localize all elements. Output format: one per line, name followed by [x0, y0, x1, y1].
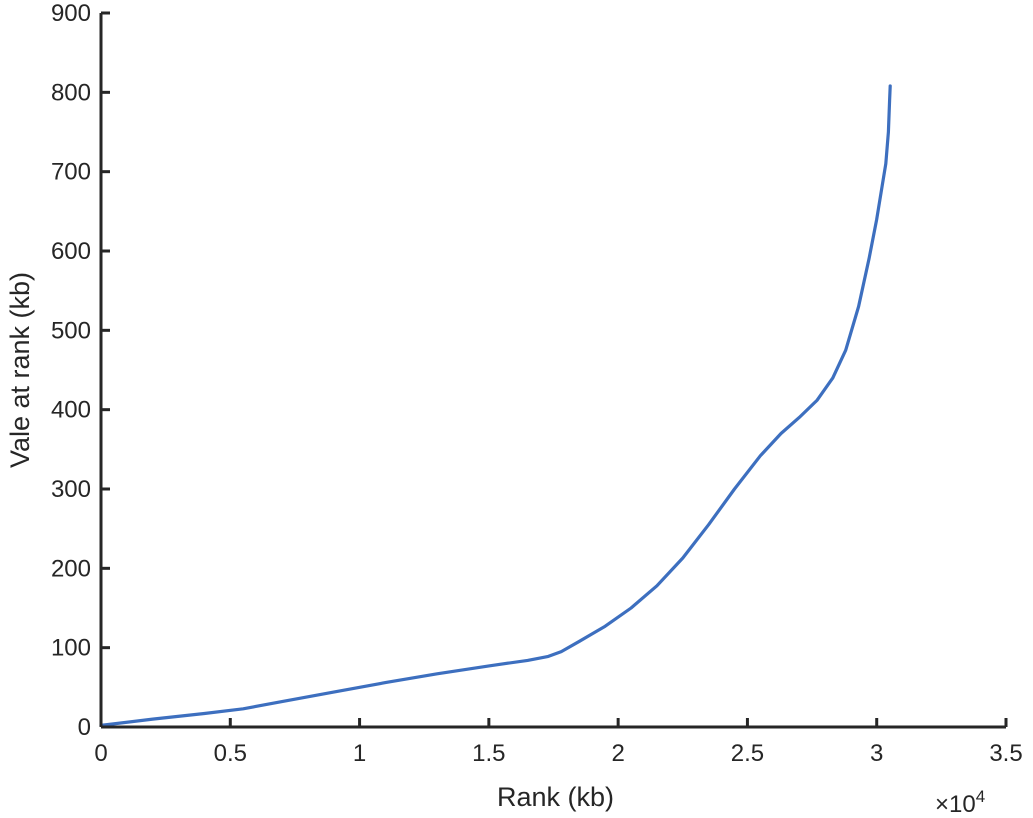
y-tick-label: 200: [51, 555, 91, 582]
y-tick-label: 300: [51, 476, 91, 503]
x-axis-exponent-power: 4: [976, 787, 985, 806]
x-axis-exponent: ×104: [935, 787, 985, 818]
x-tick-label: 2: [611, 740, 624, 767]
x-axis-ticks: 0 0.5 1 1.5 2 2.5 3 3.5: [94, 718, 1023, 767]
x-axis-exponent-base: ×10: [935, 791, 976, 818]
x-tick-label: 3.5: [989, 740, 1022, 767]
x-tick-label: 1: [353, 740, 366, 767]
y-tick-label: 700: [51, 159, 91, 186]
x-axis-title: Rank (kb): [497, 782, 614, 812]
x-tick-label: 2.5: [731, 740, 764, 767]
y-tick-label: 800: [51, 79, 91, 106]
x-tick-label: 0.5: [214, 740, 247, 767]
x-tick-label: 0: [94, 740, 107, 767]
x-tick-label: 3: [870, 740, 883, 767]
y-axis-title: Vale at rank (kb): [5, 272, 35, 468]
plot-area: [99, 84, 892, 728]
y-tick-label: 100: [51, 635, 91, 662]
y-tick-label: 400: [51, 397, 91, 424]
y-tick-label: 900: [51, 0, 91, 27]
series-line: [99, 84, 892, 728]
y-tick-label: 0: [78, 714, 91, 741]
y-tick-label: 500: [51, 317, 91, 344]
y-tick-label: 600: [51, 238, 91, 265]
x-tick-label: 1.5: [472, 740, 505, 767]
